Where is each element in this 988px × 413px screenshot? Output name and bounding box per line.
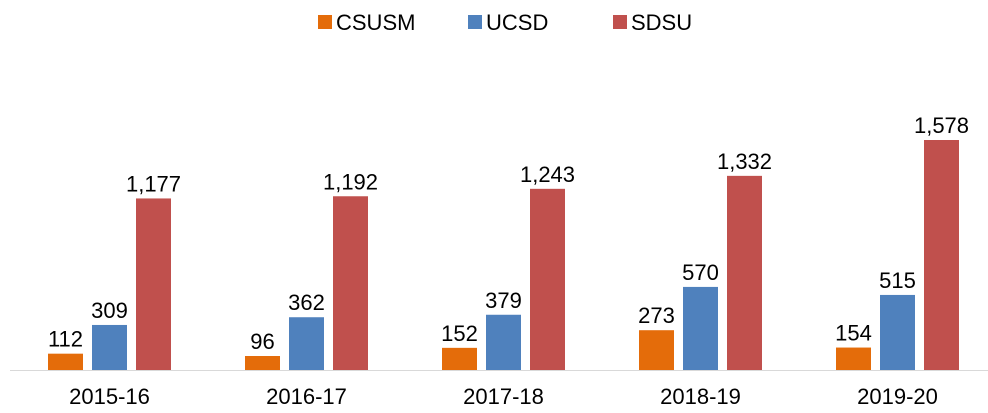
x-tick-label: 2017-18 (463, 384, 544, 409)
bar (880, 294, 915, 370)
x-tick-label: 2015-16 (69, 384, 150, 409)
x-tick-label: 2019-20 (857, 384, 938, 409)
bar (245, 356, 280, 370)
bar (289, 317, 324, 370)
bar (486, 314, 521, 370)
bar (836, 347, 871, 370)
bar (92, 324, 127, 370)
data-label: 154 (835, 321, 872, 346)
bar (924, 140, 959, 370)
data-label: 515 (879, 268, 916, 293)
bar (530, 188, 565, 370)
data-label: 309 (91, 298, 128, 323)
legend-label: UCSD (486, 10, 548, 35)
data-label: 1,243 (520, 162, 575, 187)
bar (442, 347, 477, 370)
bar (136, 198, 171, 370)
legend-swatch (468, 15, 482, 29)
legend-swatch (318, 15, 332, 29)
data-label: 1,177 (126, 171, 181, 196)
bar (683, 286, 718, 370)
data-label: 379 (485, 288, 522, 313)
data-label: 96 (250, 329, 274, 354)
data-label: 1,332 (717, 149, 772, 174)
data-label: 1,192 (323, 169, 378, 194)
data-label: 1,578 (914, 113, 969, 138)
legend-swatch (613, 15, 627, 29)
x-tick-label: 2018-19 (660, 384, 741, 409)
bar (48, 353, 83, 370)
data-label: 112 (48, 327, 83, 352)
x-tick-label: 2016-17 (266, 384, 347, 409)
bar (727, 175, 762, 370)
legend-label: CSUSM (336, 10, 415, 35)
data-label: 570 (682, 260, 719, 285)
bar (333, 196, 368, 370)
legend-label: SDSU (631, 10, 692, 35)
data-label: 273 (638, 303, 675, 328)
bar (639, 330, 674, 370)
data-label: 362 (288, 290, 325, 315)
data-label: 152 (441, 321, 478, 346)
